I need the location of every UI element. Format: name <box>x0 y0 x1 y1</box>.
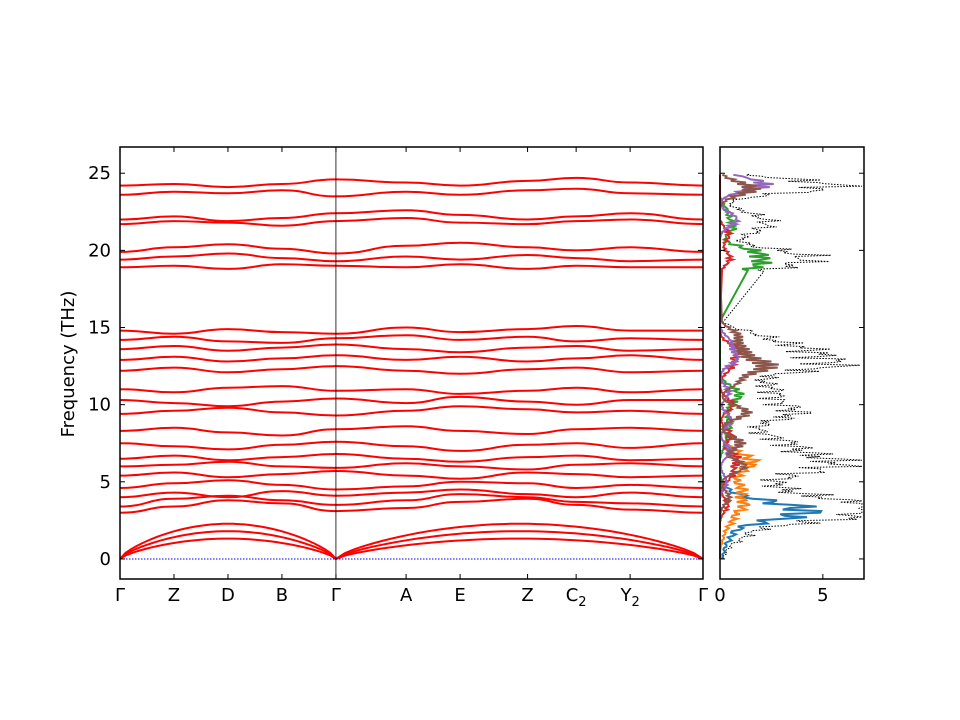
band-line-8 <box>119 425 704 437</box>
x-tick-label: Γ <box>698 585 708 606</box>
dos-x-tick-label: 5 <box>817 585 828 606</box>
band-line-16 <box>119 324 703 335</box>
band-structure-panel: 0 5 10 15 20 25 Γ Z D B Γ A E Z C2 Y2 Γ Frequency (THz) <box>58 146 708 610</box>
dos-y-axis-ticks <box>720 172 864 560</box>
dos-x-tick-label: 0 <box>714 585 725 606</box>
x-tick-label: E <box>454 585 465 606</box>
band-plot-frame <box>119 146 704 580</box>
y-tick-label: 20 <box>88 240 111 261</box>
band-line-0 <box>119 497 704 514</box>
band-line-3 <box>119 479 704 491</box>
band-line-14 <box>119 343 704 354</box>
band-line-22 <box>119 187 704 198</box>
x-tick-label: Γ <box>115 585 125 606</box>
x-tick-label: Z <box>168 585 180 606</box>
band-line-23 <box>119 176 704 189</box>
y-tick-label: 5 <box>100 472 111 493</box>
band-line-6 <box>119 452 704 463</box>
band-line-13 <box>119 354 704 363</box>
y-tick-label: 15 <box>88 318 111 339</box>
dos-plot-frame <box>719 146 865 580</box>
band-line-7 <box>119 440 704 452</box>
x-tick-label: D <box>221 585 235 606</box>
x-tick-label: C2 <box>566 585 587 610</box>
x-tick-label: Z <box>521 585 533 606</box>
band-line-20 <box>119 216 704 227</box>
total-dos-line <box>722 173 863 560</box>
band-line-19 <box>119 241 704 255</box>
y-tick-label: 10 <box>88 395 111 416</box>
x-tick-label: Γ <box>331 585 341 606</box>
band-line-4 <box>119 469 704 480</box>
y-axis-label: Frequency (THz) <box>58 291 79 438</box>
band-line-11 <box>119 385 704 395</box>
y-tick-label: 0 <box>100 549 111 570</box>
band-line-17 <box>119 263 704 270</box>
band-line-18 <box>119 252 704 263</box>
band-line-10 <box>119 395 703 408</box>
band-line-21 <box>119 209 704 223</box>
band-x-axis-ticks: Γ Z D B Γ A E Z C2 Y2 Γ <box>115 147 708 610</box>
band-line-12 <box>119 365 704 375</box>
x-tick-label: Y2 <box>619 585 639 610</box>
band-y-axis-ticks: 0 5 10 15 20 25 <box>88 163 703 570</box>
total-dos-curve <box>722 173 863 560</box>
x-tick-label: B <box>276 585 288 606</box>
band-line-9 <box>119 405 704 417</box>
x-tick-label: A <box>400 585 413 606</box>
y-tick-label: 25 <box>88 163 111 184</box>
band-line-5 <box>119 460 704 471</box>
band-line-2 <box>119 488 704 499</box>
band-line-15 <box>119 334 704 344</box>
